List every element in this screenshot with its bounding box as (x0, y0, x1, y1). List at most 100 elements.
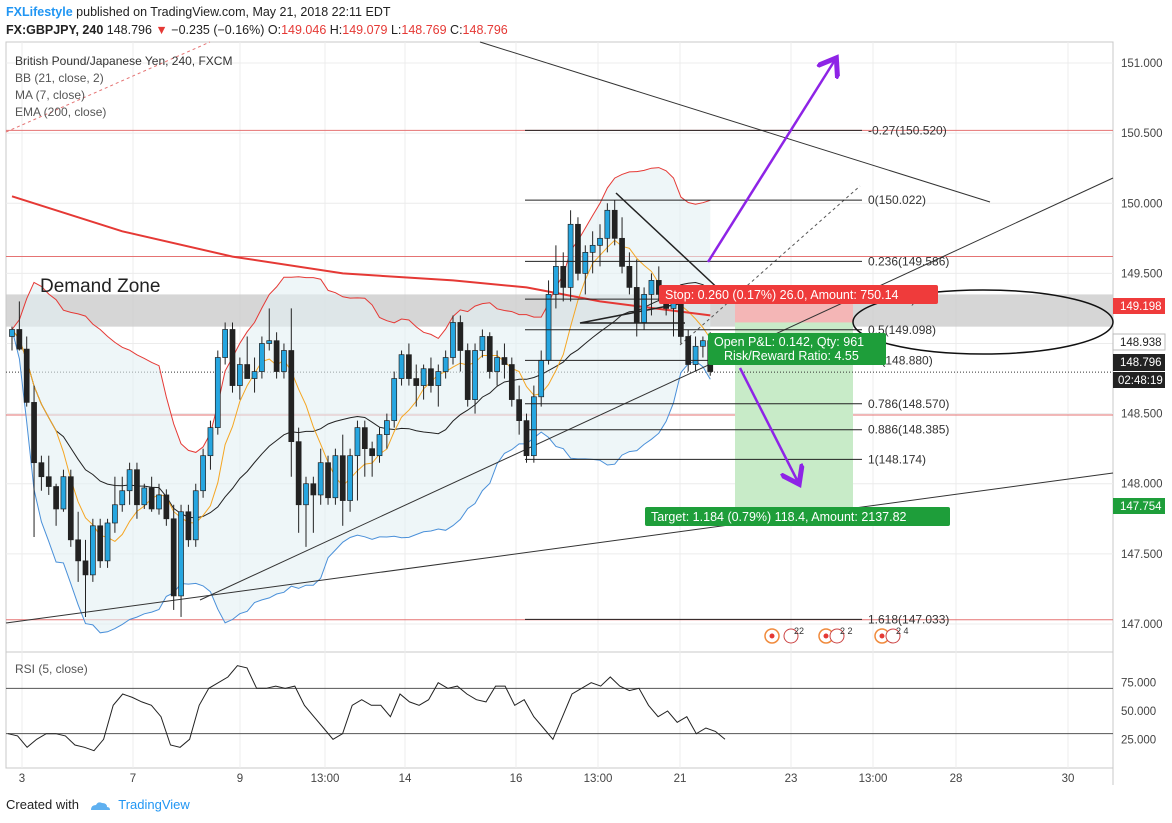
candle-body (237, 364, 243, 386)
brand-link[interactable]: FXLifestyle (6, 5, 73, 19)
candle-body (442, 357, 449, 372)
candle-body (310, 483, 317, 496)
rsi-line (7, 665, 726, 752)
candle-body (89, 525, 96, 576)
candle-body (677, 301, 684, 337)
trendline-rising (199, 177, 1114, 601)
candle-body (148, 487, 155, 510)
header-line-2: FX:GBPJPY, 240 148.796 ▼ −0.235 (−0.16%)… (6, 23, 508, 37)
candle-body (45, 476, 52, 487)
pl-label-box[interactable] (708, 333, 886, 365)
candle-body (163, 494, 170, 520)
stop-label-box[interactable] (659, 285, 938, 304)
event-count: 2 4 (896, 626, 909, 636)
event-dot (879, 633, 885, 639)
candle-body (398, 354, 405, 379)
tag-red (1113, 298, 1165, 314)
y-tick-label: 150.500 (1121, 128, 1163, 140)
candle-body (641, 294, 647, 323)
symbol-label[interactable]: FX:GBPJPY, 240 (6, 23, 104, 37)
bollinger-upper (11, 167, 711, 453)
candle-body (567, 223, 574, 288)
footer: Created with TradingView (6, 797, 190, 812)
fib-label: 1(148.174) (868, 452, 926, 466)
event-count: 22 (794, 626, 804, 636)
candle-body (332, 455, 339, 499)
x-tick-label: 30 (1062, 773, 1075, 785)
legend-title: British Pound/Japanese Yen, 240, FXCM (15, 54, 232, 68)
x-tick-label: 23 (785, 773, 798, 785)
candle-body (303, 483, 309, 506)
cloud-icon (90, 801, 110, 810)
candle-body (97, 525, 104, 562)
candle-body (384, 420, 390, 435)
candle-body (67, 476, 74, 541)
target-label: Target: 1.184 (0.79%) 118.4, Amount: 213… (651, 510, 907, 524)
candle-body (16, 329, 23, 350)
candle-body (626, 266, 633, 288)
candle-body (104, 522, 111, 562)
candle-body (53, 486, 59, 510)
rsi-layer: 75.000 50.000 25.000 (6, 665, 1156, 752)
created-with: Created with (6, 797, 79, 812)
open-label: O: (267, 23, 282, 37)
candle-body (126, 469, 133, 492)
candle-body (604, 209, 611, 239)
fib-diagonal (679, 185, 861, 346)
tag-time (1113, 372, 1165, 388)
candle-body (413, 378, 420, 386)
candle-body (229, 329, 236, 386)
candle-body (457, 322, 464, 351)
candle-body (156, 494, 162, 510)
time-axis[interactable]: 3 7 9 13:00 14 16 13:00 21 23 13:00 28 30 (19, 773, 1075, 785)
candle-body (406, 354, 412, 379)
highlight-ellipse (852, 289, 1114, 355)
candle-body (597, 237, 603, 246)
candle-body (582, 251, 589, 274)
candle-body (560, 266, 567, 288)
candle-body (354, 427, 361, 457)
tag-bb-text: 148.938 (1120, 337, 1162, 349)
up-arrow (706, 60, 835, 263)
candle-body (325, 462, 331, 499)
tag-last-text: 148.796 (1120, 357, 1162, 369)
target-label-box[interactable] (645, 507, 950, 526)
candle-body (178, 511, 184, 597)
candle-body (501, 357, 508, 365)
x-tick-label: 28 (950, 773, 963, 785)
candle-body (23, 348, 30, 403)
candle-body (185, 511, 192, 541)
fib-label: 0.886(148.385) (868, 423, 949, 437)
down-arrow-icon: ▼ (155, 23, 168, 37)
candles-layer (9, 200, 714, 617)
candle-body (200, 455, 206, 492)
fib-label: 1.618(147.033) (868, 612, 949, 626)
annotations-layer: 22 2 2 2 4 (706, 60, 1114, 644)
rsi-pane[interactable] (5, 651, 1114, 769)
candle-body (494, 357, 500, 372)
triangle-pattern (579, 192, 727, 324)
legend-ema: EMA (200, close) (15, 105, 106, 119)
candle-body (288, 350, 295, 443)
candle-body (9, 329, 15, 337)
candle-body (361, 427, 368, 450)
open-pl-label: Open P&L: 0.142, Qty: 961 (714, 335, 864, 349)
tradingview-link[interactable]: TradingView (118, 797, 190, 812)
rr-label: Risk/Reward Ratio: 4.55 (724, 349, 859, 363)
candle-body (295, 441, 302, 506)
candle-body (516, 399, 523, 421)
rsi-label: RSI (5, close) (15, 662, 88, 676)
fib-label: 0.786(148.570) (868, 397, 949, 411)
x-tick-label: 14 (399, 773, 412, 785)
candle-body (479, 336, 486, 351)
fib-label: 0(150.022) (868, 193, 926, 207)
x-tick-label: 16 (510, 773, 523, 785)
header-line-1: FXLifestyle published on TradingView.com… (6, 5, 391, 19)
low-value: 148.769 (401, 23, 447, 37)
y-tick-label: 147.500 (1121, 549, 1163, 561)
x-tick-label: 13:00 (311, 773, 340, 785)
candle-body (75, 539, 82, 562)
price-chart[interactable]: -0.27(150.520) 0(150.022) 0.236(149.586) 14… (0, 0, 1172, 790)
candle-body (538, 359, 545, 398)
open-value: 149.046 (281, 23, 327, 37)
